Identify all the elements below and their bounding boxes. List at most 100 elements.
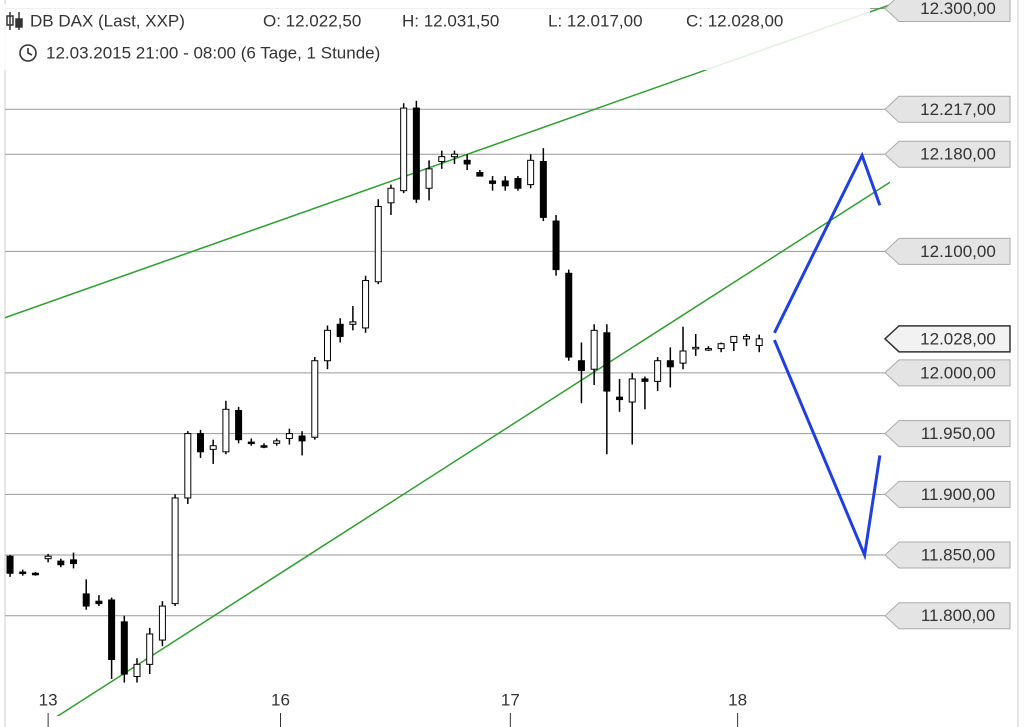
price-tag-label: 12.100,00 [920, 242, 996, 261]
candle [247, 438, 255, 446]
candle [577, 342, 585, 404]
price-tag-box [884, 140, 1011, 168]
candle-body [755, 338, 763, 347]
candle-body [450, 153, 458, 158]
price-tag: 12.180,00 [884, 140, 1011, 168]
candle-body [717, 343, 725, 350]
candle [704, 346, 712, 351]
candle [565, 269, 573, 361]
candle-body [704, 348, 712, 351]
ohlc-high: H: 12.031,50 [402, 11, 499, 30]
candle [374, 199, 382, 285]
candle-body [260, 445, 268, 448]
ohlc-close: C: 12.028,00 [686, 11, 783, 30]
chart-title: DB DAX (Last, XXP) [30, 11, 185, 30]
candle [57, 558, 65, 568]
candle [6, 555, 14, 577]
candle-body [171, 497, 179, 605]
candle-body [489, 180, 497, 184]
price-tag: 12.000,00 [884, 359, 1011, 387]
price-tag-box [884, 237, 1011, 265]
candle-body [539, 161, 547, 218]
candle [273, 438, 281, 446]
candle [235, 406, 243, 444]
candle [552, 214, 560, 276]
candle [755, 334, 763, 353]
candle [298, 431, 306, 456]
price-tag-box [884, 95, 1011, 123]
candle-body [552, 220, 560, 271]
price-tag: 11.900,00 [884, 480, 1011, 508]
x-tick-label: 17 [501, 690, 520, 709]
candle [323, 325, 331, 370]
candle [19, 569, 27, 576]
candle [730, 335, 738, 351]
ohlc-low: L: 12.017,00 [548, 11, 643, 30]
candle [260, 443, 268, 449]
candle [146, 627, 154, 675]
price-tag-box [884, 480, 1011, 508]
candle-body [730, 335, 738, 343]
candle-body [654, 360, 662, 382]
candle-body [158, 605, 166, 641]
candle-body [577, 360, 585, 371]
candle [82, 579, 90, 610]
price-tag: 12.028,00 [883, 325, 1011, 353]
candle [641, 376, 649, 410]
candle [438, 150, 446, 169]
candle-body [311, 360, 319, 438]
candle [362, 275, 370, 333]
x-tick-label: 13 [39, 690, 58, 709]
candle-body [247, 441, 255, 445]
candle-body [222, 408, 230, 453]
chart-subtitle: 12.03.2015 21:00 - 08:00 (6 Tage, 1 Stun… [46, 43, 380, 62]
candle [654, 357, 662, 392]
candle [197, 429, 205, 458]
candle [425, 160, 433, 201]
candle-body [298, 435, 306, 442]
candles [6, 100, 763, 683]
candle-body [412, 107, 420, 200]
candle-body [6, 555, 14, 574]
trendline [773, 339, 882, 561]
candle [133, 658, 141, 683]
price-tag-label: 12.217,00 [920, 100, 996, 119]
candle [70, 552, 78, 569]
candle [692, 333, 700, 356]
price-tag-box [884, 602, 1011, 630]
price-tag: 11.950,00 [884, 420, 1011, 448]
candle-body [349, 321, 357, 325]
candle [222, 400, 230, 455]
price-tag-label: 12.300,00 [920, 0, 996, 18]
price-tag-label: 11.900,00 [921, 485, 995, 504]
candle-body [31, 572, 39, 576]
price-tag-label: 12.000,00 [920, 363, 996, 382]
candle-body [374, 205, 382, 283]
candle-body [209, 445, 217, 450]
candle-body [666, 360, 674, 368]
price-tag-label: 11.850,00 [921, 546, 995, 565]
candle [527, 154, 535, 189]
candle [476, 170, 484, 177]
candle [590, 324, 598, 386]
candle-body [628, 378, 636, 403]
candle-body [184, 433, 192, 499]
candle-icon [6, 12, 23, 30]
price-tag-label: 11.950,00 [921, 424, 995, 443]
candle [666, 347, 674, 388]
candle-body [133, 663, 141, 677]
candle [158, 601, 166, 647]
candle [108, 597, 116, 679]
clock-icon [19, 44, 37, 62]
candle-body [197, 433, 205, 453]
candle [120, 615, 128, 683]
header: DB DAX (Last, XXP) O: 12.022,50 H: 12.03… [0, 4, 870, 70]
candle-body [336, 323, 344, 337]
candle-body [285, 433, 293, 439]
price-tag-label: 12.028,00 [920, 329, 996, 348]
candle-body [323, 329, 331, 362]
price-tag: 11.800,00 [884, 602, 1011, 630]
candle [539, 148, 547, 222]
